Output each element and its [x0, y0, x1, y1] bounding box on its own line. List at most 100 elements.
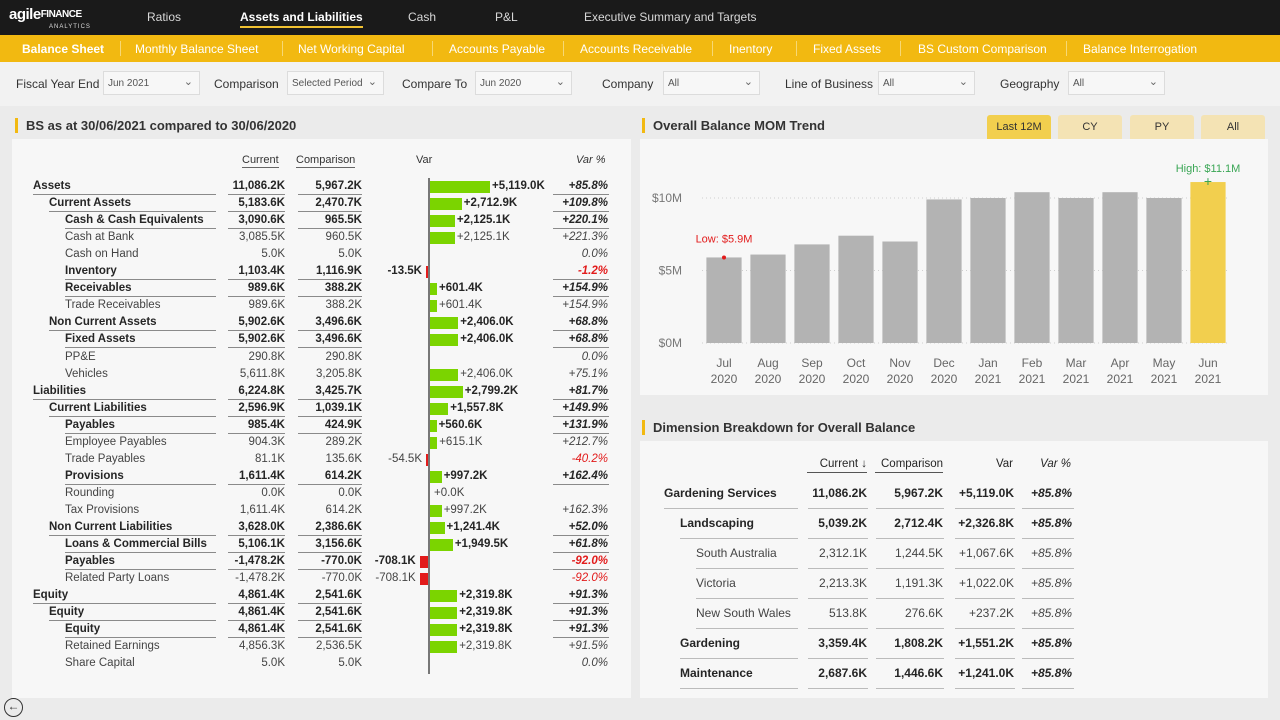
dims-header-var-pct[interactable]: Var %	[1040, 458, 1071, 470]
dims-table-row[interactable]: New South Wales 513.8K 276.6K +237.2K +85.8%	[664, 599, 1074, 629]
bs-table-row[interactable]: Current Assets 5,183.6K 2,470.7K +109.8% +2,…	[33, 195, 613, 213]
variance-bar-positive	[430, 539, 453, 552]
row-divider	[808, 568, 868, 569]
bs-table-row[interactable]: Payables 985.4K 424.9K +131.9% +560.6K	[33, 417, 613, 434]
bar-sep-2020	[794, 244, 830, 343]
row-underline	[228, 279, 285, 281]
dims-header-var[interactable]: Var	[995, 458, 1013, 470]
dims-table-row[interactable]: Victoria 2,213.3K 1,191.3K +1,022.0K +85.8%	[664, 569, 1074, 599]
tab-cy[interactable]: CY	[1058, 115, 1122, 139]
sub-nav-balance-interrogation[interactable]: Balance Interrogation	[1083, 42, 1198, 56]
company-select[interactable]: All ⌄	[663, 71, 760, 95]
compare-to-select[interactable]: Jun 2020 ⌄	[475, 71, 572, 95]
bs-table-row[interactable]: Retained Earnings 4,856.3K 2,536.5K +91.5% +…	[33, 638, 613, 655]
sub-navigation-bar: Balance Sheet Monthly Balance Sheet Net …	[0, 35, 1280, 62]
dims-row-current: 5,039.2K	[818, 516, 867, 530]
tab-py[interactable]: PY	[1130, 115, 1194, 139]
bs-header-var[interactable]: Var	[416, 154, 433, 166]
bs-table-row[interactable]: Loans & Commercial Bills 5,106.1K 3,156.6K…	[33, 536, 613, 554]
sub-nav-bs-custom-comparison[interactable]: BS Custom Comparison	[918, 42, 1047, 56]
row-underline	[228, 552, 285, 554]
row-underline	[553, 637, 609, 639]
row-underline	[553, 279, 609, 281]
bs-table-row[interactable]: Non Current Assets 5,902.6K 3,496.6K +68.8%…	[33, 314, 613, 332]
dims-header-comparison[interactable]: Comparison	[875, 458, 943, 473]
bs-header-current[interactable]: Current	[242, 154, 279, 168]
row-underline	[553, 296, 609, 298]
sub-nav-separator	[432, 41, 433, 56]
row-underline	[298, 330, 362, 332]
bs-table-row[interactable]: Equity 4,861.4K 2,541.6K +91.3% +2,319.8K	[33, 587, 613, 605]
bs-table-row[interactable]: Share Capital 5.0K 5.0K 0.0%	[33, 655, 613, 672]
dims-table-row[interactable]: Gardening 3,359.4K 1,808.2K +1,551.2K +85.8%	[664, 629, 1074, 659]
bs-table-row[interactable]: Payables -1,478.2K -770.0K -92.0% -708.1K	[33, 553, 613, 571]
bs-table-row[interactable]: Liabilities 6,224.8K 3,425.7K +81.7% +2,799.…	[33, 383, 613, 400]
bs-table-row[interactable]: Trade Payables 81.1K 135.6K -40.2% -54.5K	[33, 451, 613, 468]
bs-table-row[interactable]: Related Party Loans -1,478.2K -770.0K -92.0…	[33, 570, 613, 587]
fiscal-year-end-select[interactable]: Jun 2021 ⌄	[103, 71, 200, 95]
sub-nav-net-working-capital[interactable]: Net Working Capital	[298, 42, 405, 56]
x-tick-label-month: Jan	[978, 356, 997, 370]
geography-select[interactable]: All ⌄	[1068, 71, 1165, 95]
tab-last-12m[interactable]: Last 12M	[987, 115, 1051, 139]
bs-table-row[interactable]: Vehicles 5,611.8K 3,205.8K +75.1% +2,406.0K	[33, 366, 613, 383]
line-of-business-select[interactable]: All ⌄	[878, 71, 975, 95]
bs-row-label: Trade Payables	[65, 452, 146, 465]
bs-row-var-pct: +149.9%	[562, 401, 608, 414]
bs-table-row[interactable]: Inventory 1,103.4K 1,116.9K -1.2% -13.5K	[33, 263, 613, 281]
row-underline	[553, 194, 609, 195]
bs-table-row[interactable]: Cash on Hand 5.0K 5.0K 0.0%	[33, 246, 613, 263]
top-nav-assets-liabilities[interactable]: Assets and Liabilities	[240, 10, 363, 28]
bs-table-row[interactable]: Equity 4,861.4K 2,541.6K +91.3% +2,319.8K	[33, 604, 613, 622]
sub-nav-monthly-balance-sheet[interactable]: Monthly Balance Sheet	[135, 42, 259, 56]
sort-down-icon: ↓	[861, 458, 867, 470]
bs-row-var-pct: +52.0%	[568, 521, 608, 533]
comparison-select[interactable]: Selected Period ⌄	[287, 71, 384, 95]
bs-row-current: 11,086.2K	[232, 180, 285, 192]
bs-row-label: Equity	[49, 606, 85, 619]
row-divider	[1022, 628, 1074, 629]
bs-header-comparison[interactable]: Comparison	[296, 154, 356, 168]
sub-nav-fixed-assets[interactable]: Fixed Assets	[813, 42, 882, 56]
sub-nav-inventory[interactable]: Inentory	[729, 42, 773, 56]
dims-table-row[interactable]: Landscaping 5,039.2K 2,712.4K +2,326.8K +85.…	[664, 509, 1074, 539]
dims-table-row[interactable]: Maintenance 2,687.6K 1,446.6K +1,241.0K +85.…	[664, 659, 1074, 689]
top-nav-ratios[interactable]: Ratios	[147, 10, 182, 24]
bs-row-label: Current Liabilities	[49, 401, 147, 414]
bs-table-row[interactable]: Receivables 989.6K 388.2K +154.9% +601.4K	[33, 280, 613, 298]
bs-row-label: Trade Receivables	[65, 299, 161, 312]
logo-text-accent: FINANCE	[40, 9, 82, 20]
bs-table-row[interactable]: Tax Provisions 1,611.4K 614.2K +162.3% +997.…	[33, 502, 613, 519]
bs-table-row[interactable]: Assets 11,086.2K 5,967.2K +85.8% +5,119.0K	[33, 178, 613, 195]
dims-table-row[interactable]: Gardening Services 11,086.2K 5,967.2K +5,11…	[664, 479, 1074, 509]
top-nav-cash[interactable]: Cash	[408, 10, 437, 24]
bs-table-row[interactable]: Trade Receivables 989.6K 388.2K +154.9% +601…	[33, 297, 613, 314]
bs-table-row[interactable]: Current Liabilities 2,596.9K 1,039.1K +149.…	[33, 400, 613, 417]
bs-table-row[interactable]: Cash at Bank 3,085.5K 960.5K +221.3% +2,125.…	[33, 229, 613, 246]
bs-row-var-pct: +162.3%	[562, 503, 608, 516]
bs-row-label: Cash at Bank	[65, 231, 135, 244]
sub-nav-balance-sheet[interactable]: Balance Sheet	[22, 42, 105, 56]
dims-table-row[interactable]: South Australia 2,312.1K 1,244.5K +1,067.6K…	[664, 539, 1074, 569]
bs-table-row[interactable]: Cash & Cash Equivalents 3,090.6K 965.5K +22…	[33, 212, 613, 230]
sub-nav-accounts-payable[interactable]: Accounts Payable	[449, 42, 546, 56]
bs-row-label: Current Assets	[49, 197, 132, 210]
bs-table-row[interactable]: Rounding 0.0K 0.0K +0.0K	[33, 485, 613, 502]
bs-header-var-pct[interactable]: Var %	[576, 154, 606, 166]
bs-table-row[interactable]: Fixed Assets 5,902.6K 3,496.6K +68.8% +2,406…	[33, 331, 613, 349]
tab-all[interactable]: All	[1201, 115, 1265, 139]
bs-table-row[interactable]: PP&E 290.8K 290.8K 0.0%	[33, 349, 613, 366]
sub-nav-accounts-receivable[interactable]: Accounts Receivable	[580, 42, 693, 56]
top-nav-executive-summary[interactable]: Executive Summary and Targets	[584, 10, 757, 24]
bs-table-row[interactable]: Non Current Liabilities 3,628.0K 2,386.6K +…	[33, 519, 613, 536]
bs-table-row[interactable]: Employee Payables 904.3K 289.2K +212.7% +615…	[33, 434, 613, 451]
dims-header-current[interactable]: Current ↓	[807, 458, 867, 473]
bs-row-current: 5.0K	[261, 657, 285, 670]
bs-row-label: Inventory	[65, 265, 117, 278]
top-nav-pl[interactable]: P&L	[495, 10, 518, 24]
row-underline	[65, 279, 216, 281]
bs-table-row[interactable]: Equity 4,861.4K 2,541.6K +91.3% +2,319.8K	[33, 621, 613, 639]
bs-table-row[interactable]: Provisions 1,611.4K 614.2K +162.4% +997.2K	[33, 468, 613, 485]
bs-row-label: PP&E	[65, 350, 96, 363]
back-arrow-icon[interactable]: ←	[4, 698, 23, 717]
